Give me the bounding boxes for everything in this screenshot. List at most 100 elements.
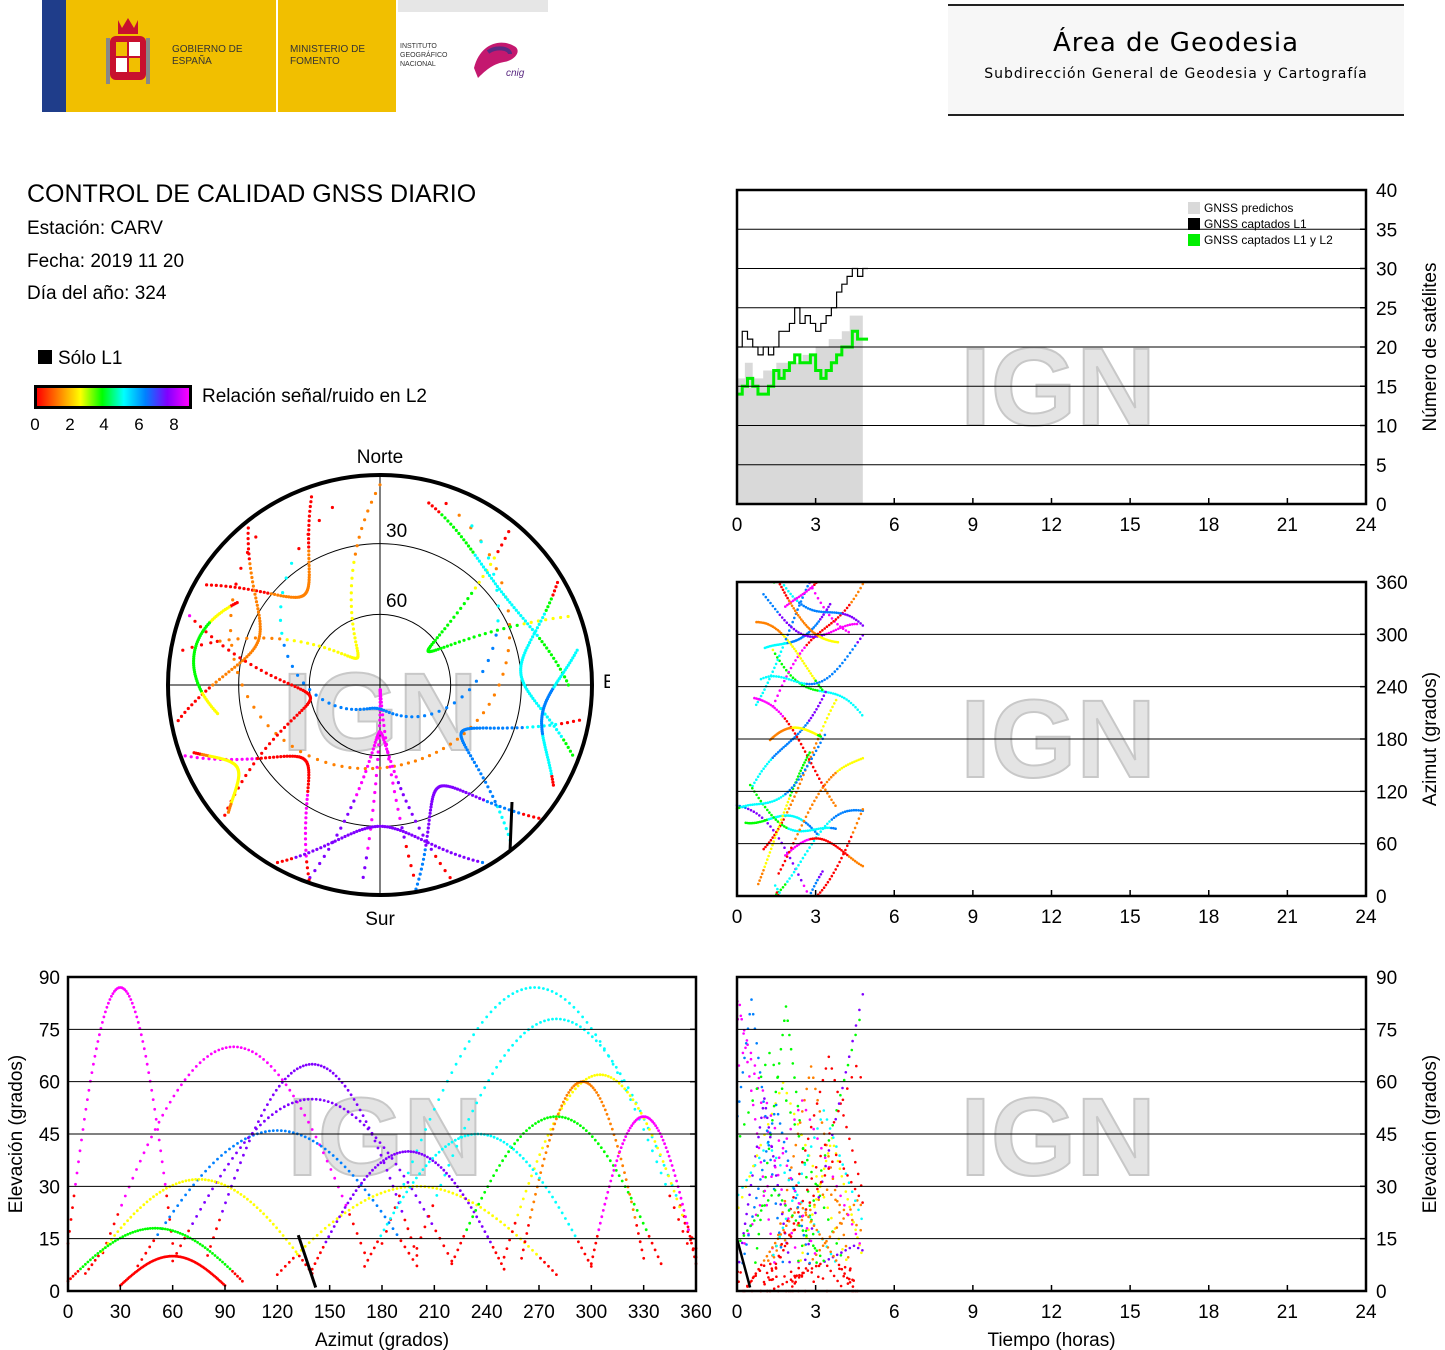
sky-track-point bbox=[363, 767, 367, 771]
elevation-azimuth-point bbox=[672, 1206, 676, 1209]
elevation-azimuth-point bbox=[447, 1190, 451, 1194]
elevation-time-point bbox=[818, 1254, 822, 1258]
azimuth-point bbox=[860, 713, 864, 717]
elevation-azimuth-point bbox=[295, 1252, 299, 1256]
elevation-time-point bbox=[770, 1145, 774, 1148]
l1-only-legend: Sólo L1 bbox=[38, 348, 122, 370]
azimuth-point bbox=[815, 827, 818, 831]
elevation-time-point bbox=[821, 1244, 825, 1247]
sky-track-point bbox=[452, 615, 456, 619]
sky-track-point bbox=[201, 756, 205, 760]
elevation-time-point bbox=[834, 1198, 837, 1202]
sky-track-point bbox=[228, 585, 233, 589]
elevation-azimuth-point bbox=[291, 1131, 295, 1134]
azimuth-point bbox=[793, 598, 797, 601]
azimuth-point bbox=[758, 772, 762, 776]
elevation-azimuth-point bbox=[129, 998, 133, 1001]
elevation-azimuth-point bbox=[251, 1050, 254, 1054]
elevation-time-point bbox=[738, 1100, 741, 1103]
elevation-azimuth-point bbox=[405, 1190, 409, 1194]
azimuth-point bbox=[822, 886, 826, 889]
elevation-time-point bbox=[762, 1280, 766, 1284]
sky-track-point bbox=[461, 789, 465, 793]
elevation-time-point bbox=[798, 1172, 801, 1176]
sky-track-point bbox=[264, 671, 268, 675]
elevation-azimuth-point bbox=[236, 1045, 239, 1049]
sky-track-point bbox=[401, 793, 405, 797]
sky-track-point bbox=[387, 710, 391, 715]
elevation-azimuth-point bbox=[672, 1189, 676, 1193]
azimuth-point bbox=[760, 872, 764, 876]
elevation-azimuth-point bbox=[355, 1103, 359, 1106]
sky-track-point bbox=[388, 825, 392, 829]
legend-label: GNSS captados L1 y L2 bbox=[1204, 233, 1333, 247]
elevation-azimuth-point bbox=[376, 1146, 380, 1150]
sky-track-point bbox=[537, 704, 541, 708]
y-tick-label: 15 bbox=[39, 1230, 60, 1251]
azimuth-point bbox=[855, 622, 859, 626]
elevation-azimuth-point bbox=[304, 1063, 308, 1067]
sky-track-point bbox=[507, 530, 511, 534]
sky-track-point bbox=[399, 763, 403, 767]
sky-track-point bbox=[470, 757, 474, 761]
elevation-time-point bbox=[807, 1076, 811, 1079]
elevation-azimuth-point bbox=[465, 1228, 469, 1232]
sky-track-point bbox=[242, 587, 246, 591]
elevation-azimuth-point bbox=[617, 1174, 621, 1177]
elevation-azimuth-point bbox=[450, 1140, 454, 1144]
azimuth-point bbox=[789, 602, 792, 605]
elevation-time-point bbox=[780, 1087, 784, 1090]
elevation-azimuth-point bbox=[129, 1215, 133, 1219]
azimuth-point bbox=[805, 756, 809, 759]
legend-label: GNSS captados L1 bbox=[1204, 217, 1307, 231]
sky-track-point bbox=[292, 716, 296, 720]
elevation-azimuth-point bbox=[580, 1246, 583, 1250]
elevation-azimuth-point bbox=[274, 1110, 278, 1114]
elevation-azimuth-point bbox=[548, 1138, 551, 1142]
sky-track-point bbox=[262, 636, 266, 640]
elevation-time-point bbox=[737, 1260, 741, 1264]
sky-track-point bbox=[210, 635, 214, 639]
azimuth-point bbox=[851, 858, 855, 861]
elevation-azimuth-point bbox=[93, 1054, 97, 1058]
sky-track-point bbox=[505, 726, 509, 730]
elevation-azimuth-point bbox=[363, 1188, 367, 1192]
elevation-time-point bbox=[789, 1176, 793, 1180]
elevation-time-point bbox=[842, 1114, 845, 1117]
sky-track-point bbox=[195, 756, 199, 760]
elevation-time-point bbox=[739, 1239, 742, 1242]
elevation-azimuth-point bbox=[339, 1161, 343, 1165]
elevation-azimuth-point bbox=[136, 1264, 140, 1268]
azimuth-point bbox=[814, 769, 817, 773]
elevation-azimuth-point bbox=[379, 1161, 383, 1165]
elevation-azimuth-point bbox=[102, 1015, 106, 1019]
elevation-azimuth-point bbox=[288, 1088, 292, 1092]
elevation-azimuth-point bbox=[450, 1259, 454, 1263]
elevation-azimuth-point bbox=[511, 992, 515, 995]
elevation-azimuth-point bbox=[614, 1138, 618, 1142]
azimuth-point bbox=[855, 821, 859, 825]
elevation-azimuth-point bbox=[194, 1178, 198, 1181]
azimuth-point bbox=[828, 611, 832, 614]
elevation-azimuth-point bbox=[172, 1094, 176, 1098]
elevation-azimuth-point bbox=[602, 1104, 605, 1108]
elevation-azimuth-point bbox=[507, 1150, 510, 1154]
eu-flag-strip bbox=[42, 0, 66, 112]
azimuth-point bbox=[841, 625, 845, 629]
elevation-azimuth-point bbox=[486, 1133, 490, 1137]
elevation-azimuth-point bbox=[301, 1258, 304, 1262]
sky-track-point bbox=[348, 766, 352, 770]
elevation-azimuth-point bbox=[184, 1193, 188, 1197]
elevation-time-point bbox=[801, 1206, 805, 1210]
elevation-time-point bbox=[780, 1212, 784, 1216]
ign-watermark: IGN bbox=[960, 326, 1156, 449]
elevation-time-point bbox=[772, 1155, 775, 1158]
sky-track-point bbox=[500, 543, 504, 547]
azimuth-point bbox=[818, 630, 822, 634]
elevation-time-point bbox=[804, 1229, 808, 1233]
elevation-azimuth-point bbox=[646, 1138, 650, 1142]
elevation-time-point bbox=[775, 1275, 778, 1278]
azimuth-point bbox=[778, 749, 782, 752]
elevation-time-point bbox=[828, 1127, 832, 1130]
